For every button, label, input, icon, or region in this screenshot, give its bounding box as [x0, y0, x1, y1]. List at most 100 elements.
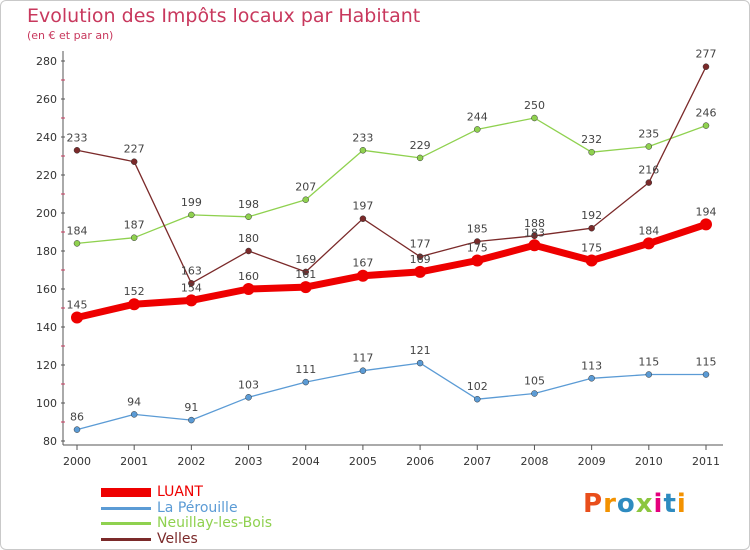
data-label: 233 — [352, 131, 373, 144]
data-point — [73, 240, 81, 247]
data-label: 199 — [181, 196, 202, 209]
data-label: 103 — [238, 378, 259, 391]
x-tick-label: 2004 — [292, 455, 320, 468]
x-tick-label: 2005 — [349, 455, 377, 468]
legend-swatch — [101, 522, 151, 525]
y-tick-label: 120 — [36, 359, 57, 372]
data-point — [474, 126, 481, 133]
data-label: 207 — [295, 181, 316, 194]
data-label: 216 — [638, 164, 659, 177]
logo-letter: i — [653, 489, 664, 519]
data-point — [702, 63, 710, 70]
data-label: 113 — [581, 359, 602, 372]
data-label: 187 — [124, 219, 145, 232]
x-tick-label: 2009 — [578, 455, 606, 468]
data-point — [356, 269, 369, 282]
data-labels: 86 94 91 103 111 117 121 102 105 113 115 115 184 187 1… — [67, 48, 717, 424]
data-label: 121 — [410, 344, 431, 357]
data-label: 185 — [467, 223, 488, 236]
chart-subtitle: (en € et par an) — [27, 29, 114, 42]
y-tick-label: 160 — [36, 283, 57, 296]
data-point — [185, 294, 198, 307]
data-label: 154 — [181, 281, 202, 294]
data-point — [474, 238, 481, 245]
y-tick-label: 100 — [36, 397, 57, 410]
data-point — [702, 371, 710, 378]
data-label: 117 — [352, 352, 373, 365]
series-luant — [71, 218, 712, 324]
series-la-perouille — [73, 359, 710, 433]
data-label: 233 — [67, 131, 88, 144]
data-point — [188, 211, 195, 219]
x-tick-label: 2002 — [177, 455, 205, 468]
data-point — [588, 375, 595, 382]
data-label: 91 — [184, 401, 198, 414]
data-point — [642, 237, 655, 250]
logo-letter: i — [676, 489, 687, 519]
data-point — [245, 213, 252, 221]
data-label: 175 — [581, 242, 602, 255]
data-label: 183 — [524, 226, 545, 239]
logo-letter: x — [635, 489, 654, 519]
data-label: 152 — [124, 285, 145, 298]
data-label: 94 — [127, 395, 141, 408]
data-point — [299, 281, 312, 294]
data-point — [302, 268, 309, 276]
legend-swatch — [101, 537, 151, 541]
x-tick-label: 2007 — [463, 455, 491, 468]
x-tick-label: 2000 — [63, 455, 91, 468]
y-tick-label: 280 — [36, 55, 57, 68]
data-label: 244 — [467, 110, 488, 123]
data-point — [416, 359, 424, 367]
data-point — [702, 122, 710, 129]
data-point — [128, 298, 141, 311]
y-tick-label: 260 — [36, 93, 57, 106]
legend-label: La Pérouille — [157, 499, 238, 516]
data-point — [188, 416, 195, 424]
data-point — [130, 234, 138, 241]
series-neuillay-les-bois — [73, 114, 710, 247]
series-velles — [73, 63, 710, 287]
data-label: 105 — [524, 375, 545, 388]
data-point — [645, 143, 653, 150]
data-point — [359, 215, 367, 222]
data-label: 227 — [124, 143, 145, 156]
data-label: 169 — [410, 253, 431, 266]
data-point — [302, 378, 309, 386]
data-point — [585, 254, 598, 267]
data-label: 184 — [638, 224, 659, 237]
x-tick-label: 2003 — [235, 455, 263, 468]
data-point — [242, 283, 255, 295]
data-label: 177 — [410, 238, 431, 251]
data-point — [130, 411, 138, 418]
data-point — [130, 158, 138, 165]
data-point — [588, 224, 595, 232]
x-tick-label: 2008 — [520, 455, 548, 468]
series-line — [76, 117, 707, 245]
data-point — [73, 147, 81, 154]
data-point — [700, 218, 712, 231]
x-tick-label: 2006 — [406, 455, 434, 468]
data-point — [474, 395, 481, 403]
proxiti-logo: Proxiti — [583, 489, 687, 519]
data-label: 235 — [638, 128, 659, 141]
data-point — [588, 148, 595, 156]
data-label: 194 — [696, 205, 717, 218]
data-label: 86 — [70, 411, 84, 424]
data-label: 115 — [638, 356, 659, 369]
data-label: 161 — [295, 268, 316, 281]
series-layer — [71, 63, 712, 433]
data-point — [414, 265, 427, 278]
data-label: 160 — [238, 270, 259, 283]
logo-letter: P — [583, 489, 604, 519]
data-label: 102 — [467, 380, 488, 393]
data-label: 180 — [238, 232, 259, 245]
data-label: 145 — [67, 299, 88, 312]
series-line — [76, 362, 707, 431]
legend-swatch — [101, 488, 151, 497]
logo-letter: o — [616, 489, 636, 519]
data-point — [245, 247, 252, 255]
data-label: 169 — [295, 253, 316, 266]
